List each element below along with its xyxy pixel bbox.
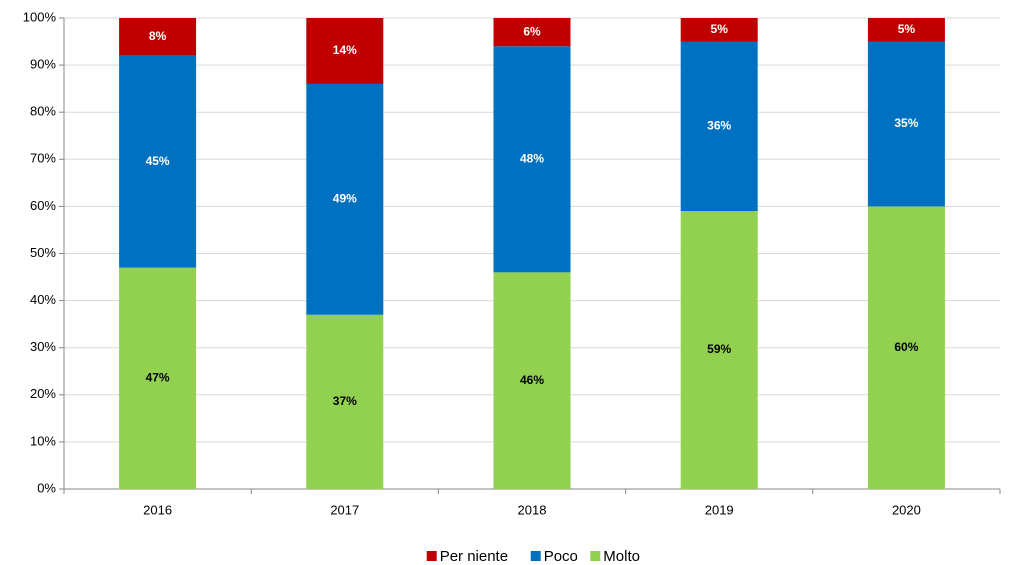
legend-label: Poco — [544, 548, 578, 565]
x-tick-label: 2020 — [892, 502, 921, 517]
bar-segment — [680, 41, 758, 212]
value-label: 37% — [333, 394, 357, 408]
value-label: 60% — [894, 340, 918, 354]
value-label: 5% — [711, 22, 729, 36]
y-tick-label: 70% — [30, 151, 56, 166]
bar-segment — [306, 83, 384, 315]
y-tick-label: 50% — [30, 245, 56, 260]
legend-swatch — [590, 551, 601, 561]
y-tick-label: 30% — [30, 339, 56, 354]
bar-segment — [119, 55, 197, 268]
value-label: 45% — [146, 154, 170, 168]
bar-segment — [867, 206, 945, 489]
value-label: 5% — [898, 22, 916, 36]
x-tick-label: 2019 — [705, 502, 734, 517]
value-label: 36% — [707, 119, 731, 133]
bar-segment — [493, 46, 571, 273]
bar-segment — [867, 41, 945, 207]
legend-label: Per niente — [440, 548, 508, 565]
bar-segment — [680, 18, 758, 42]
bar-segment — [493, 272, 571, 489]
value-label: 35% — [894, 116, 918, 130]
bar-segment — [119, 267, 197, 489]
x-tick-label: 2016 — [143, 502, 172, 517]
value-label: 14% — [333, 43, 357, 57]
legend-swatch — [426, 551, 437, 561]
y-tick-label: 90% — [30, 57, 56, 72]
value-label: 6% — [523, 24, 541, 38]
bar-segment — [493, 18, 571, 47]
value-label: 49% — [333, 192, 357, 206]
bar-segment — [306, 18, 384, 84]
y-tick-label: 60% — [30, 198, 56, 213]
value-label: 8% — [149, 29, 167, 43]
y-tick-label: 10% — [30, 433, 56, 448]
bar-segment — [119, 18, 197, 56]
value-label: 59% — [707, 342, 731, 356]
y-tick-label: 40% — [30, 292, 56, 307]
bar-segment — [867, 18, 945, 42]
legend-label: Molto — [603, 548, 640, 565]
y-tick-label: 100% — [23, 9, 57, 24]
legend-swatch — [530, 551, 541, 561]
x-tick-label: 2018 — [518, 502, 547, 517]
value-label: 48% — [520, 151, 544, 165]
y-tick-label: 0% — [37, 480, 56, 495]
value-label: 46% — [520, 373, 544, 387]
x-tick-label: 2017 — [330, 502, 359, 517]
bar-segment — [680, 211, 758, 490]
y-tick-label: 80% — [30, 104, 56, 119]
y-tick-label: 20% — [30, 386, 56, 401]
value-label: 47% — [146, 370, 170, 384]
bar-segment — [306, 314, 384, 489]
